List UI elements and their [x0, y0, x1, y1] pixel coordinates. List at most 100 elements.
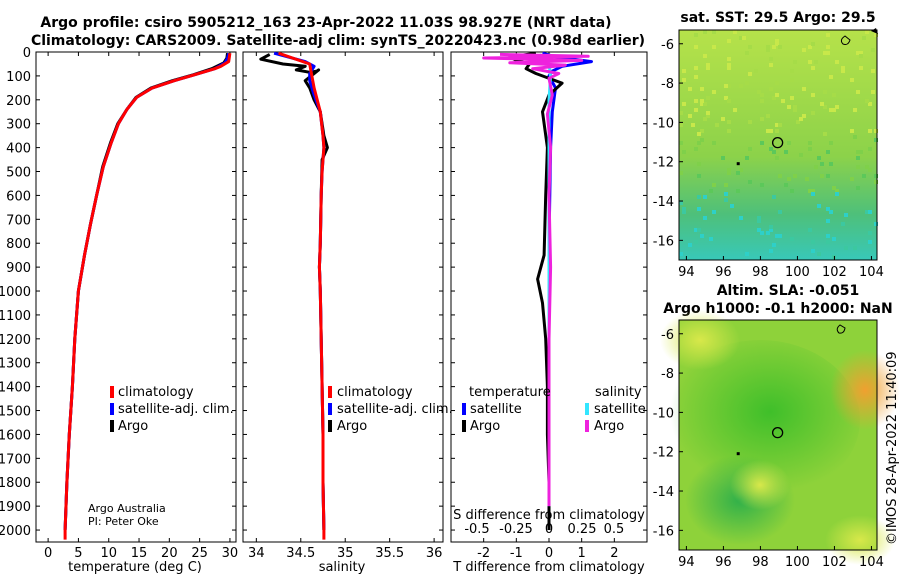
x-tick-label: 35.5	[375, 546, 404, 561]
y-tick-label: 1100	[0, 309, 31, 324]
sla-map-panel: Altim. SLA: -0.051 Argo h1000: -0.1 h200…	[653, 283, 900, 570]
sst-cell	[712, 45, 716, 49]
sst-cell	[856, 51, 860, 55]
sst-cell	[694, 66, 698, 70]
y-tick-label: 1700	[0, 452, 31, 467]
sst-cell	[811, 66, 815, 70]
sst-cell	[811, 249, 815, 253]
sst-cell	[772, 96, 776, 100]
sst-cell	[862, 36, 866, 40]
sst-cell	[826, 150, 830, 154]
x-tick-label: 34.5	[286, 546, 315, 561]
sst-cell	[802, 87, 806, 91]
sst-cell	[706, 63, 710, 67]
sst-cell	[739, 216, 743, 220]
sst-cell	[766, 114, 770, 118]
sst-cell	[739, 36, 743, 40]
sst-cell	[850, 177, 854, 181]
sst-float-position-marker	[771, 136, 784, 149]
sst-cell	[724, 96, 728, 100]
sst-cell	[790, 78, 794, 82]
sst-cell	[811, 192, 815, 196]
s-tick-label: 0	[545, 522, 553, 537]
sst-cell	[853, 108, 857, 112]
sst-cell	[799, 117, 803, 121]
sst-cell	[697, 195, 701, 199]
sst-cell	[790, 237, 794, 241]
map-y-tick-label: -8	[661, 367, 674, 382]
sst-cell	[700, 234, 704, 238]
sst-cell	[682, 210, 686, 214]
difference-legend: temperature salinity satellite Argo sate…	[462, 385, 646, 434]
sst-cell	[727, 120, 731, 124]
sst-cell	[775, 39, 779, 43]
sst-cell	[727, 39, 731, 43]
sst-cell	[823, 90, 827, 94]
sst-cell	[694, 75, 698, 79]
y-tick-label: 400	[6, 142, 31, 157]
sst-cell	[865, 99, 869, 103]
temperature-xlabel: temperature (deg C)	[68, 560, 202, 575]
sst-cell	[757, 219, 761, 223]
map-x-tick-label: 100	[785, 265, 810, 280]
sst-cell	[775, 156, 779, 160]
sst-cell	[820, 174, 824, 178]
sst-cell	[709, 237, 713, 241]
sst-cell	[712, 141, 716, 145]
legend-swatch-satellite	[328, 403, 332, 415]
sst-cell	[853, 246, 857, 250]
y-tick-label: 700	[6, 213, 31, 228]
sst-cell	[706, 96, 710, 100]
sst-cell	[766, 129, 770, 133]
sst-cell	[814, 60, 818, 64]
legend-label-argo: Argo	[118, 419, 148, 434]
sst-cell	[694, 228, 698, 232]
map-x-tick-label: 94	[678, 265, 695, 280]
sst-cell	[712, 210, 716, 214]
sst-cell	[688, 114, 692, 118]
sst-cell	[775, 123, 779, 127]
sst-cell	[760, 93, 764, 97]
sst-cell	[874, 129, 878, 133]
y-tick-label: 1400	[0, 381, 31, 396]
sst-cell	[823, 105, 827, 109]
sst-cell	[691, 123, 695, 127]
sst-cell	[811, 111, 815, 115]
sst-cell	[703, 216, 707, 220]
sst-cell	[859, 51, 863, 55]
sst-cell	[745, 51, 749, 55]
sst-cell	[826, 207, 830, 211]
sst-cell	[868, 147, 872, 151]
sst-cell	[679, 252, 683, 256]
sst-cell	[835, 192, 839, 196]
sst-cell	[682, 207, 686, 211]
sst-cell	[679, 75, 683, 79]
sst-cell	[868, 210, 872, 214]
legend-label-s-argo: Argo	[594, 419, 624, 434]
sst-cell	[826, 51, 830, 55]
footnote-line2: PI: Peter Oke	[88, 515, 159, 528]
sst-cell	[769, 129, 773, 133]
difference-panel: -2 -1 0 1 2 T difference from climatology S …	[450, 51, 648, 575]
sst-cell	[859, 66, 863, 70]
sst-cell	[808, 147, 812, 151]
sst-cell	[865, 30, 869, 34]
legend-swatch-climatology	[110, 386, 114, 398]
y-tick-label: 1800	[0, 476, 31, 491]
sst-cell	[772, 195, 776, 199]
sst-cell	[793, 105, 797, 109]
sst-cell	[787, 105, 791, 109]
sst-cell	[859, 150, 863, 154]
difference-xlabel2: S difference from climatology	[453, 508, 645, 523]
y-tick-label: 900	[6, 261, 31, 276]
x-tick-label: 0	[44, 546, 52, 561]
sst-cell	[778, 174, 782, 178]
map-x-tick-label: 94	[678, 555, 695, 570]
sst-cell	[850, 129, 854, 133]
y-tick-label: 1000	[0, 285, 31, 300]
s-tick-label: 0.5	[604, 522, 625, 537]
sst-cell	[679, 171, 683, 175]
sst-cell	[706, 66, 710, 70]
sst-cell	[760, 99, 764, 103]
